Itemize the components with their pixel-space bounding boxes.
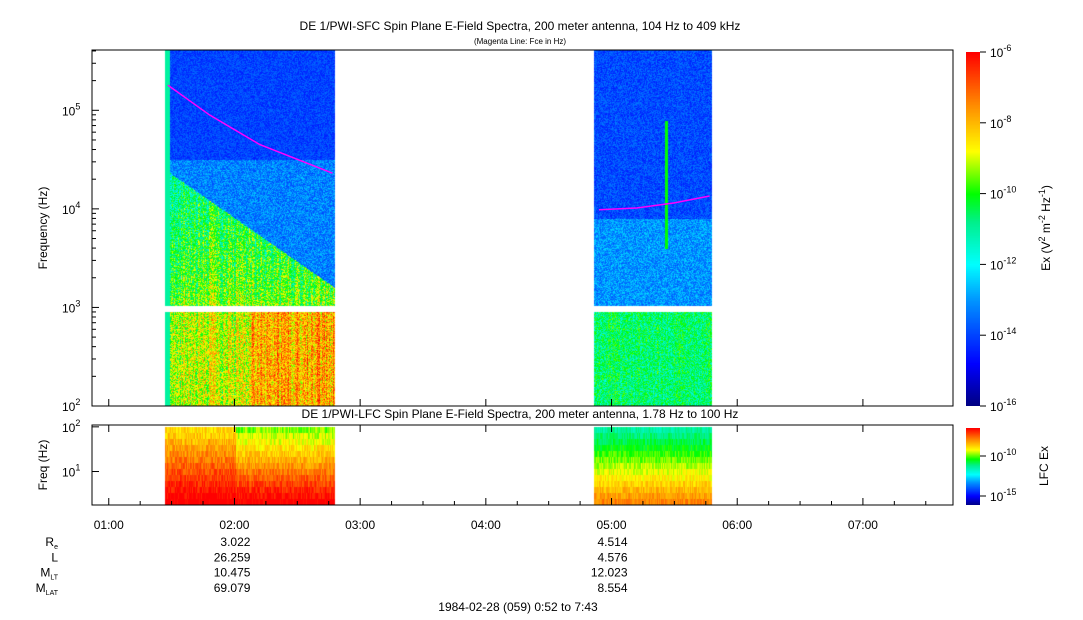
- xtick-label: 06:00: [722, 518, 752, 532]
- fce-line-0: [167, 84, 333, 174]
- sfc-ylabel: Frequency (Hz): [36, 187, 50, 270]
- xtick-label: 04:00: [471, 518, 501, 532]
- lfc-ytick-label: 101: [62, 463, 80, 480]
- lfc-ytick-label: 102: [62, 418, 80, 435]
- time-range-footer: 1984-02-28 (059) 0:52 to 7:43: [438, 600, 598, 614]
- sfc-colorbar-label: Ex (V2 m-2 Hz-1): [1037, 185, 1053, 271]
- lfc-spectrogram-image: [92, 425, 953, 505]
- xtick-label: 07:00: [848, 518, 878, 532]
- sfc-ytick-label: 105: [62, 101, 80, 118]
- ephemeris-value: 69.079: [214, 581, 251, 595]
- sfc-colorbar: [966, 52, 980, 406]
- sfc-subtitle: (Magenta Line: Fce in Hz): [474, 37, 566, 46]
- ephemeris-label: L: [51, 550, 58, 564]
- colorbar-tick-label: 10-16: [990, 397, 1016, 414]
- ephemeris-label: MLAT: [36, 581, 59, 597]
- sfc-plot-frame: [91, 49, 954, 407]
- lfc-colorbar-label: LFC Ex: [1037, 446, 1051, 486]
- lfc-colorbar-tick-label: 10-10: [990, 447, 1016, 464]
- lfc-colorbar: [966, 428, 980, 505]
- sfc-ytick-label: 103: [62, 298, 80, 315]
- ephemeris-value: 3.022: [220, 535, 250, 549]
- sfc-spectrogram-image: [92, 50, 953, 406]
- ephemeris-label: Re: [45, 535, 58, 551]
- colorbar-tick-label: 10-6: [990, 43, 1011, 60]
- ephemeris-label: MLT: [40, 566, 58, 582]
- sfc-title: DE 1/PWI-SFC Spin Plane E-Field Spectra,…: [300, 19, 741, 33]
- xtick-label: 03:00: [345, 518, 375, 532]
- fce-line-1: [598, 195, 710, 211]
- xtick-label: 05:00: [597, 518, 627, 532]
- sfc-ytick-label: 104: [62, 200, 80, 217]
- lfc-title: DE 1/PWI-LFC Spin Plane E-Field Spectra,…: [302, 407, 739, 421]
- xtick-label: 02:00: [219, 518, 249, 532]
- lfc-ylabel: Freq (Hz): [36, 440, 50, 491]
- colorbar-tick-label: 10-12: [990, 255, 1016, 272]
- sfc-ytick-label: 102: [62, 397, 80, 414]
- ephemeris-value: 8.554: [597, 581, 627, 595]
- ephemeris-value: 12.023: [591, 566, 628, 580]
- colorbar-tick-label: 10-10: [990, 185, 1016, 202]
- lfc-plot-frame: [91, 424, 954, 506]
- ephemeris-value: 10.475: [214, 566, 251, 580]
- ephemeris-value: 26.259: [214, 550, 251, 564]
- lfc-colorbar-tick-label: 10-15: [990, 487, 1016, 504]
- colorbar-tick-label: 10-8: [990, 114, 1011, 131]
- ephemeris-value: 4.514: [597, 535, 627, 549]
- xtick-label: 01:00: [94, 518, 124, 532]
- ephemeris-value: 4.576: [597, 550, 627, 564]
- colorbar-tick-label: 10-14: [990, 326, 1016, 343]
